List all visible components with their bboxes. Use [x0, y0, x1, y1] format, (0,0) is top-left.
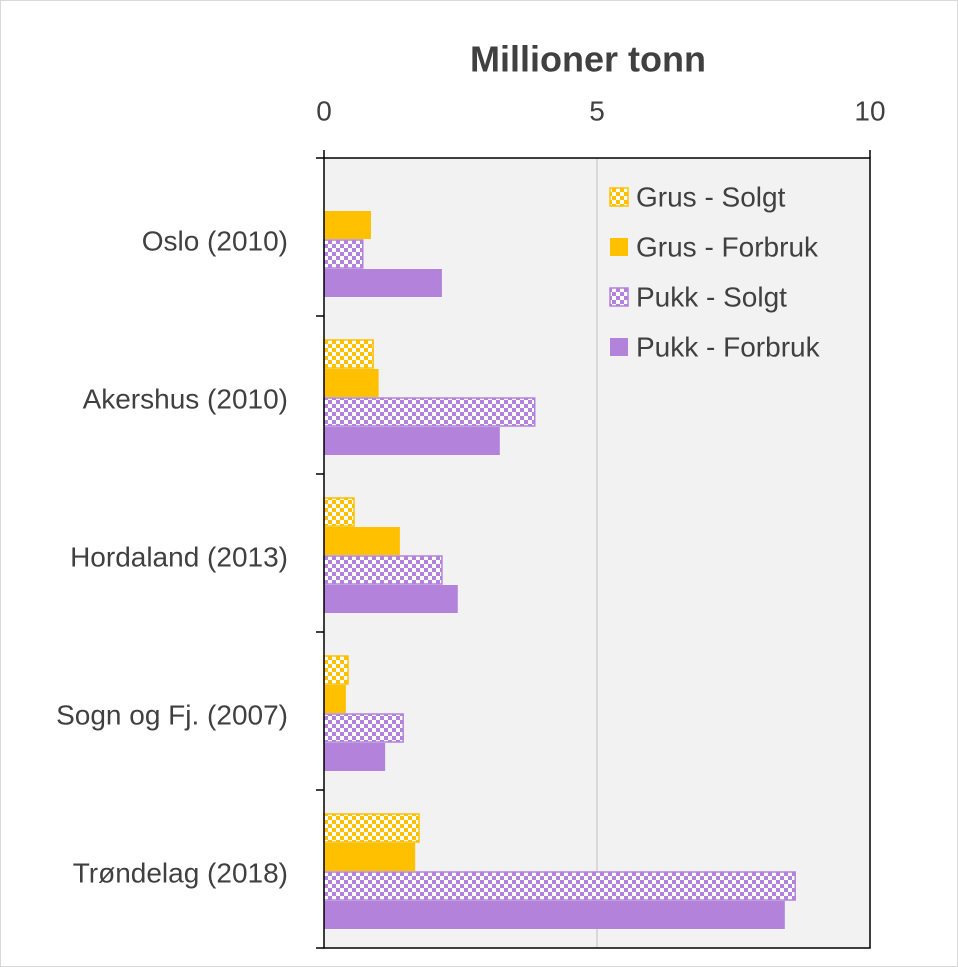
- bar: [324, 743, 386, 771]
- chart-title: Millioner tonn: [470, 39, 706, 80]
- y-tick-label: Sogn og Fj. (2007): [56, 699, 288, 730]
- legend-swatch: [610, 338, 628, 356]
- bar: [324, 369, 379, 397]
- legend-swatch: [609, 187, 629, 207]
- bar: [323, 871, 796, 901]
- legend-label: Grus - Forbruk: [636, 231, 819, 262]
- bar: [323, 497, 355, 527]
- bar: [324, 211, 371, 239]
- bar: [324, 427, 500, 455]
- bar: [324, 269, 442, 297]
- bar: [324, 527, 400, 555]
- x-tick-label: 5: [589, 95, 605, 126]
- bar: [324, 901, 785, 929]
- bar: [324, 685, 346, 713]
- legend-label: Pukk - Solgt: [636, 281, 787, 312]
- y-tick-label: Trøndelag (2018): [73, 857, 288, 888]
- bar: [323, 655, 349, 685]
- y-tick-label: Hordaland (2013): [70, 541, 288, 572]
- bar: [323, 813, 420, 843]
- legend-swatch: [610, 238, 628, 256]
- bar: [323, 555, 443, 585]
- y-tick-label: Akershus (2010): [83, 383, 288, 414]
- bar: [323, 339, 374, 369]
- bar: [323, 239, 364, 269]
- bar: [324, 585, 458, 613]
- x-tick-label: 0: [316, 95, 332, 126]
- legend-label: Grus - Solgt: [636, 181, 786, 212]
- bar: [324, 843, 416, 871]
- y-tick-label: Oslo (2010): [142, 225, 288, 256]
- plot-border: [323, 157, 871, 949]
- legend-label: Pukk - Forbruk: [636, 331, 821, 362]
- legend-swatch: [609, 287, 629, 307]
- bar: [323, 713, 404, 743]
- bar: [323, 397, 536, 427]
- x-tick-label: 10: [854, 95, 885, 126]
